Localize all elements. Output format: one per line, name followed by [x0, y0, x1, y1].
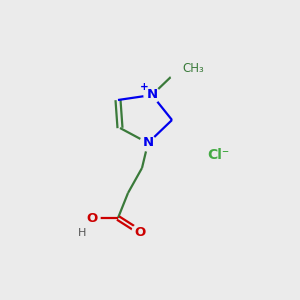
Text: Cl⁻: Cl⁻	[207, 148, 229, 162]
Text: O: O	[134, 226, 146, 238]
Circle shape	[140, 135, 156, 151]
Text: O: O	[86, 212, 98, 224]
Text: N: N	[142, 136, 154, 149]
Text: H: H	[78, 228, 86, 238]
Circle shape	[144, 87, 160, 103]
Circle shape	[170, 62, 190, 82]
Text: CH₃: CH₃	[182, 62, 204, 76]
Text: N: N	[146, 88, 158, 101]
Circle shape	[132, 224, 148, 240]
Text: +: +	[140, 82, 148, 92]
Circle shape	[84, 210, 100, 226]
